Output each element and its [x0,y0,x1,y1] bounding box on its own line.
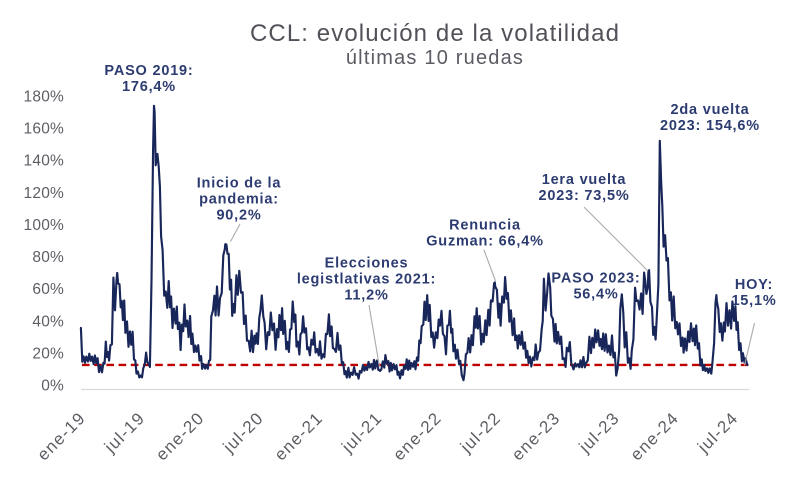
x-tick-label: ene-23 [508,408,564,464]
y-tick-label: 0% [41,378,64,395]
y-tick-label: 140% [24,153,64,170]
annotation-labels: PASO 2019: 176,4% Inicio de la pandemia: 90,… [104,63,776,309]
y-tick-label: 100% [24,217,64,234]
y-tick-label: 40% [32,313,64,330]
leader-line-hoy [743,322,756,366]
y-tick-label: 20% [32,345,64,362]
leader-line-inicio-pandemia [230,223,241,242]
leader-line-primera-vuelta-2023 [583,206,649,272]
x-tick-label: jul-23 [575,408,624,457]
x-tick-label: jul-21 [337,408,386,457]
x-axis-tick-labels: ene-19 jul-19 ene-20 jul-20 ene-21 jul-21 ene-… [33,408,742,464]
y-axis-tick-labels: 0% 20% 40% 60% 80% 100% 120% 140% 160% 180% [24,88,64,394]
y-tick-label: 160% [24,121,64,138]
annotation-elecciones-2021: Elecciones legistlativas 2021: 11,2% [297,256,436,304]
x-tick-label: ene-20 [152,408,208,464]
x-tick-label: ene-21 [271,408,327,464]
y-tick-label: 80% [32,249,64,266]
y-tick-label: 120% [24,185,64,202]
chart-subtitle: últimas 10 ruedas [346,47,524,69]
leader-line-renuncia-guzman [483,249,497,282]
annotation-primera-vuelta-2023: 1era vuelta 2023: 73,5% [538,172,629,204]
x-tick-label: ene-24 [627,408,683,464]
annotation-paso-2019: PASO 2019: 176,4% [104,63,193,95]
annotation-leader-lines [230,206,756,368]
x-tick-label: jul-24 [693,408,742,457]
annotation-inicio-pandemia: Inicio de la pandemia: 90,2% [197,176,282,224]
volatility-series-line [79,104,749,382]
annotation-hoy: HOY: 15,1% [731,277,776,309]
x-tick-label: ene-19 [33,408,89,464]
x-tick-label: ene-22 [389,408,445,464]
annotation-segunda-vuelta-2023: 2da vuelta 2023: 154,6% [660,102,760,134]
x-tick-label: jul-20 [219,408,268,457]
annotation-renuncia-guzman: Renuncia Guzman: 66,4% [426,218,544,250]
annotation-paso-2023: PASO 2023: 56,4% [551,271,640,303]
x-tick-label: jul-22 [456,408,505,457]
leader-line-elecciones-2021 [368,304,381,368]
y-tick-label: 60% [32,281,64,298]
y-tick-label: 180% [24,88,64,105]
x-tick-label: jul-19 [100,408,149,457]
chart-title: CCL: evolución de la volatilidad [250,20,620,47]
